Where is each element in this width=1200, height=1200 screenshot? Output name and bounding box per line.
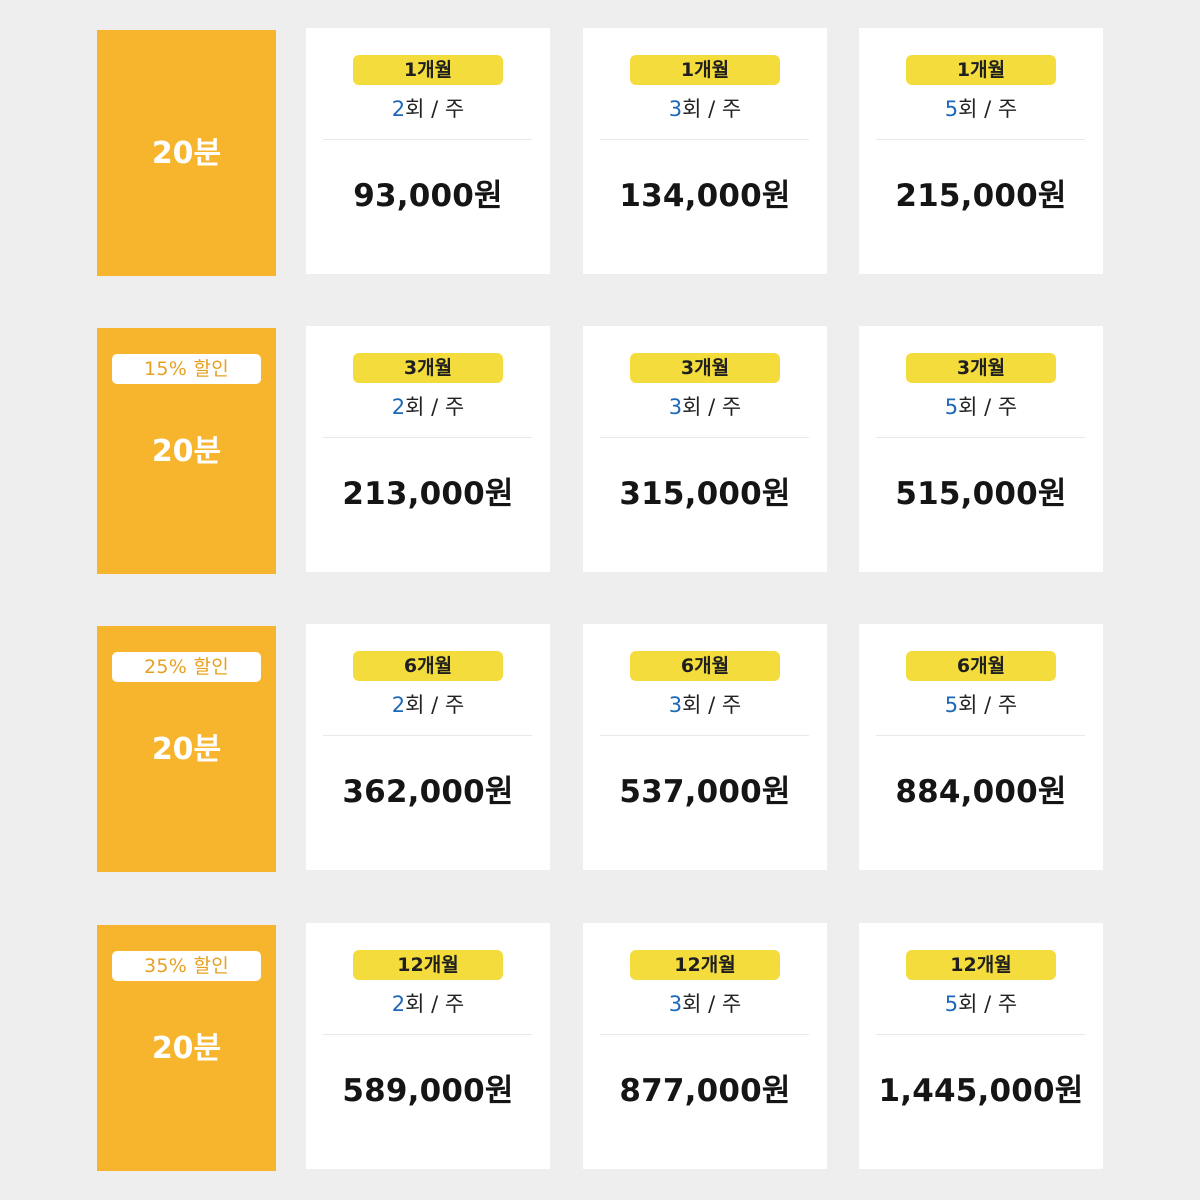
price: 215,000원 [895,178,1067,214]
plan-card[interactable]: 6개월 5회 / 주 884,000원 [859,624,1103,870]
frequency-text: 5회 / 주 [859,392,1103,422]
plan-card[interactable]: 6개월 3회 / 주 537,000원 [583,624,827,870]
pricing-row-1month: 20분 1개월 2회 / 주 93,000원 1개월 3회 / 주 134,00… [97,28,1104,276]
price: 362,000원 [342,774,514,810]
pricing-row-3month: 15% 할인 20분 3개월 2회 / 주 213,000원 3개월 3회 / … [97,326,1104,574]
frequency-unit: 회 / 주 [958,97,1018,121]
frequency-text: 2회 / 주 [306,392,550,422]
frequency-unit: 회 / 주 [682,693,742,717]
plan-card[interactable]: 12개월 2회 / 주 589,000원 [306,923,550,1169]
frequency-text: 2회 / 주 [306,690,550,720]
price: 213,000원 [342,476,514,512]
discount-badge: 25% 할인 [112,652,261,682]
duration-label-panel: 20분 [97,30,276,276]
frequency-count: 2 [391,992,406,1016]
frequency-count: 3 [668,693,683,717]
frequency-text: 2회 / 주 [306,94,550,124]
plan-card[interactable]: 6개월 2회 / 주 362,000원 [306,624,550,870]
price: 1,445,000원 [878,1073,1084,1109]
frequency-text: 3회 / 주 [583,94,827,124]
divider [876,437,1085,438]
divider [323,735,532,736]
plan-card[interactable]: 3개월 3회 / 주 315,000원 [583,326,827,572]
period-badge: 12개월 [353,950,503,980]
divider [600,437,809,438]
pricing-row-6month: 25% 할인 20분 6개월 2회 / 주 362,000원 6개월 3회 / … [97,624,1104,872]
period-badge: 1개월 [630,55,780,85]
period-badge: 3개월 [906,353,1056,383]
frequency-unit: 회 / 주 [958,992,1018,1016]
frequency-unit: 회 / 주 [405,992,465,1016]
divider [876,735,1085,736]
period-badge: 3개월 [353,353,503,383]
divider [600,139,809,140]
price: 93,000원 [353,178,503,214]
divider [876,1034,1085,1035]
frequency-text: 2회 / 주 [306,989,550,1019]
period-badge: 6개월 [353,651,503,681]
plan-card[interactable]: 12개월 3회 / 주 877,000원 [583,923,827,1169]
frequency-count: 2 [391,693,406,717]
price: 877,000원 [619,1073,791,1109]
price: 134,000원 [619,178,791,214]
period-badge: 6개월 [630,651,780,681]
divider [876,139,1085,140]
frequency-count: 5 [944,395,959,419]
plan-card[interactable]: 3개월 5회 / 주 515,000원 [859,326,1103,572]
period-badge: 6개월 [906,651,1056,681]
duration-label-panel: 25% 할인 20분 [97,626,276,872]
frequency-unit: 회 / 주 [682,97,742,121]
discount-badge: 35% 할인 [112,951,261,981]
frequency-text: 3회 / 주 [583,392,827,422]
frequency-unit: 회 / 주 [958,693,1018,717]
frequency-count: 3 [668,992,683,1016]
period-badge: 3개월 [630,353,780,383]
period-badge: 1개월 [353,55,503,85]
frequency-count: 5 [944,992,959,1016]
discount-badge: 15% 할인 [112,354,261,384]
period-badge: 1개월 [906,55,1056,85]
pricing-row-12month: 35% 할인 20분 12개월 2회 / 주 589,000원 12개월 3회 … [97,923,1104,1171]
period-badge: 12개월 [630,950,780,980]
frequency-text: 5회 / 주 [859,989,1103,1019]
frequency-count: 3 [668,395,683,419]
plan-card[interactable]: 1개월 2회 / 주 93,000원 [306,28,550,274]
frequency-text: 5회 / 주 [859,690,1103,720]
frequency-count: 2 [391,97,406,121]
frequency-count: 5 [944,97,959,121]
session-duration: 20분 [151,1031,222,1066]
frequency-text: 3회 / 주 [583,690,827,720]
plan-card[interactable]: 12개월 5회 / 주 1,445,000원 [859,923,1103,1169]
frequency-unit: 회 / 주 [958,395,1018,419]
price: 884,000원 [895,774,1067,810]
divider [600,1034,809,1035]
session-duration: 20분 [151,136,222,171]
plan-card[interactable]: 1개월 5회 / 주 215,000원 [859,28,1103,274]
divider [323,437,532,438]
frequency-unit: 회 / 주 [682,992,742,1016]
frequency-text: 5회 / 주 [859,94,1103,124]
frequency-count: 2 [391,395,406,419]
session-duration: 20분 [151,732,222,767]
frequency-unit: 회 / 주 [682,395,742,419]
period-badge: 12개월 [906,950,1056,980]
divider [600,735,809,736]
duration-label-panel: 35% 할인 20분 [97,925,276,1171]
divider [323,1034,532,1035]
frequency-text: 3회 / 주 [583,989,827,1019]
price: 537,000원 [619,774,791,810]
price: 315,000원 [619,476,791,512]
frequency-unit: 회 / 주 [405,395,465,419]
plan-card[interactable]: 3개월 2회 / 주 213,000원 [306,326,550,572]
frequency-unit: 회 / 주 [405,693,465,717]
price: 515,000원 [895,476,1067,512]
frequency-count: 3 [668,97,683,121]
session-duration: 20분 [151,434,222,469]
frequency-unit: 회 / 주 [405,97,465,121]
frequency-count: 5 [944,693,959,717]
plan-card[interactable]: 1개월 3회 / 주 134,000원 [583,28,827,274]
duration-label-panel: 15% 할인 20분 [97,328,276,574]
price: 589,000원 [342,1073,514,1109]
divider [323,139,532,140]
